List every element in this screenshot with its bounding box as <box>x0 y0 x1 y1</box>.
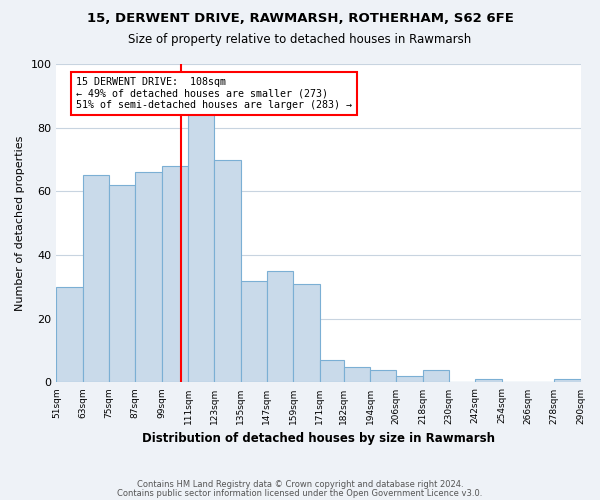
Bar <box>188 112 214 382</box>
Bar <box>56 287 83 382</box>
Bar <box>475 379 502 382</box>
Bar <box>293 284 320 382</box>
Bar <box>397 376 422 382</box>
Bar <box>161 166 188 382</box>
Bar <box>83 176 109 382</box>
Y-axis label: Number of detached properties: Number of detached properties <box>15 136 25 311</box>
Bar <box>344 366 370 382</box>
Text: 15 DERWENT DRIVE:  108sqm
← 49% of detached houses are smaller (273)
51% of semi: 15 DERWENT DRIVE: 108sqm ← 49% of detach… <box>76 76 352 110</box>
Text: Contains public sector information licensed under the Open Government Licence v3: Contains public sector information licen… <box>118 488 482 498</box>
Text: 15, DERWENT DRIVE, RAWMARSH, ROTHERHAM, S62 6FE: 15, DERWENT DRIVE, RAWMARSH, ROTHERHAM, … <box>86 12 514 26</box>
Bar <box>370 370 397 382</box>
Text: Contains HM Land Registry data © Crown copyright and database right 2024.: Contains HM Land Registry data © Crown c… <box>137 480 463 489</box>
Bar <box>214 160 241 382</box>
Bar <box>241 280 267 382</box>
Bar <box>422 370 449 382</box>
Bar <box>109 185 136 382</box>
Bar <box>320 360 344 382</box>
X-axis label: Distribution of detached houses by size in Rawmarsh: Distribution of detached houses by size … <box>142 432 495 445</box>
Bar <box>136 172 161 382</box>
Bar <box>267 271 293 382</box>
Bar <box>554 379 581 382</box>
Text: Size of property relative to detached houses in Rawmarsh: Size of property relative to detached ho… <box>128 32 472 46</box>
